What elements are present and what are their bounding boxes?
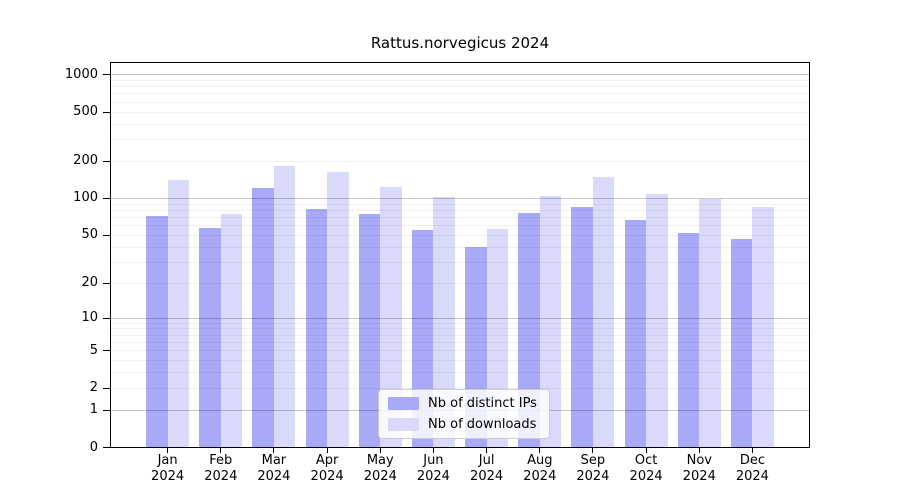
x-axis-tick [432, 448, 434, 453]
y-axis-tick-label: 100 [73, 190, 98, 206]
x-axis-tick-label: Oct 2024 [629, 453, 663, 484]
bar-distinct-ips [677, 232, 700, 447]
bar-downloads [273, 165, 296, 447]
x-axis-tick [326, 448, 328, 453]
bar-downloads [327, 172, 349, 447]
x-axis-tick [698, 448, 700, 453]
bar-distinct-ips [199, 227, 221, 447]
x-axis-tick [645, 448, 647, 453]
x-axis-tick [273, 448, 275, 453]
gridline-minor [111, 111, 809, 113]
y-axis-tick-label: 20 [81, 275, 98, 291]
y-axis-tick [103, 387, 110, 389]
gridline-minor [111, 93, 809, 95]
bar-distinct-ips [624, 220, 647, 447]
y-axis-tick [103, 74, 110, 76]
y-axis-tick [103, 409, 110, 411]
y-axis-tick [103, 197, 110, 199]
x-axis-tick-label: May 2024 [363, 453, 397, 484]
y-axis-tick [103, 447, 110, 448]
gridline-major [111, 74, 809, 76]
legend: Nb of distinct IPs Nb of downloads [378, 389, 550, 439]
x-axis-tick [592, 448, 594, 453]
bar-downloads [220, 214, 243, 447]
bar-downloads [433, 197, 455, 447]
x-axis-tick [379, 448, 381, 453]
gridline-minor [111, 79, 809, 81]
x-axis-tick-label: Feb 2024 [204, 453, 238, 484]
x-axis-tick-label: Nov 2024 [682, 453, 716, 484]
y-axis-tick-label: 1 [89, 402, 98, 418]
y-axis-tick-label: 1000 [64, 66, 98, 82]
legend-swatch-distinct-ips [388, 397, 419, 410]
y-axis-tick-label: 500 [73, 104, 98, 119]
x-axis-tick-label: Apr 2024 [310, 453, 344, 484]
bar-distinct-ips [252, 187, 274, 447]
bar-distinct-ips [730, 239, 753, 447]
x-axis-tick [220, 448, 222, 453]
y-axis-tick-label: 2 [89, 380, 98, 396]
x-axis-tick-label: Jan 2024 [151, 453, 185, 484]
x-axis-tick [167, 448, 169, 453]
y-axis-tick [103, 160, 110, 162]
bar-downloads [646, 193, 668, 447]
y-axis-tick [103, 282, 110, 284]
y-axis-tick [103, 111, 110, 113]
gridline-minor [111, 123, 809, 125]
x-axis-tick-label: Jun 2024 [416, 453, 450, 484]
plot-area [110, 62, 810, 448]
gridline-minor [111, 139, 809, 140]
x-axis-tick [539, 448, 541, 453]
legend-item: Nb of downloads [388, 417, 537, 432]
y-axis-tick-label: 200 [73, 153, 98, 169]
legend-swatch-downloads [388, 418, 419, 431]
bar-distinct-ips [518, 212, 540, 447]
x-axis-tick-label: Jul 2024 [470, 453, 504, 484]
bar-downloads [380, 186, 402, 447]
x-axis-tick-label: Mar 2024 [257, 453, 291, 484]
bar-downloads [539, 195, 562, 447]
x-axis-tick-label: Sep 2024 [576, 453, 610, 484]
x-axis-tick-label: Dec 2024 [735, 453, 769, 484]
legend-item: Nb of distinct IPs [388, 396, 537, 411]
gridline-minor [111, 101, 809, 103]
bar-downloads [699, 198, 721, 447]
bar-distinct-ips [571, 206, 593, 447]
bar-downloads [592, 177, 615, 447]
x-axis-tick [751, 448, 753, 453]
y-axis-tick [103, 350, 110, 352]
bar-distinct-ips [305, 209, 328, 447]
legend-label: Nb of distinct IPs [428, 396, 537, 411]
x-axis-tick [486, 448, 488, 453]
legend-label: Nb of downloads [428, 417, 537, 432]
bar-distinct-ips [146, 215, 168, 447]
x-axis-tick-label: Aug 2024 [523, 453, 557, 484]
y-axis-tick-label: 0 [89, 439, 98, 455]
y-axis-tick-label: 50 [81, 227, 98, 243]
y-axis-tick-label: 5 [89, 342, 98, 358]
y-axis-tick [103, 317, 110, 319]
y-axis-tick-label: 10 [81, 310, 98, 326]
gridline-minor [111, 86, 809, 88]
y-axis-tick [103, 234, 110, 236]
bar-distinct-ips [358, 214, 381, 447]
gridline-minor [111, 160, 809, 162]
bar-downloads [167, 179, 190, 447]
bar-downloads [752, 206, 774, 447]
chart-title: Rattus.norvegicus 2024 [370, 34, 550, 52]
